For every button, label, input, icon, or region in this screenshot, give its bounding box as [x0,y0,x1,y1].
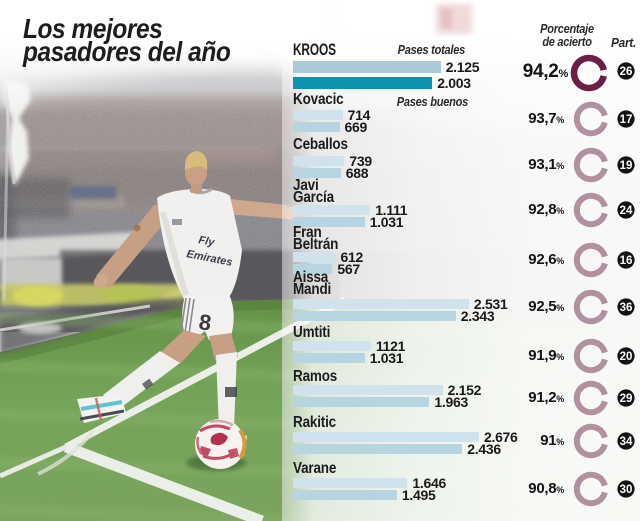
svg-text:20: 20 [620,351,633,363]
svg-text:36: 36 [620,302,633,314]
svg-text:Fly: Fly [197,234,216,249]
svg-text:30: 30 [620,484,633,496]
svg-text:24: 24 [620,205,633,217]
svg-text:19: 19 [620,160,633,172]
svg-text:29: 29 [620,393,633,405]
svg-text:17: 17 [620,114,633,126]
svg-text:34: 34 [620,436,633,448]
svg-text:8: 8 [197,309,213,335]
svg-text:26: 26 [620,66,633,78]
svg-text:16: 16 [620,255,633,267]
